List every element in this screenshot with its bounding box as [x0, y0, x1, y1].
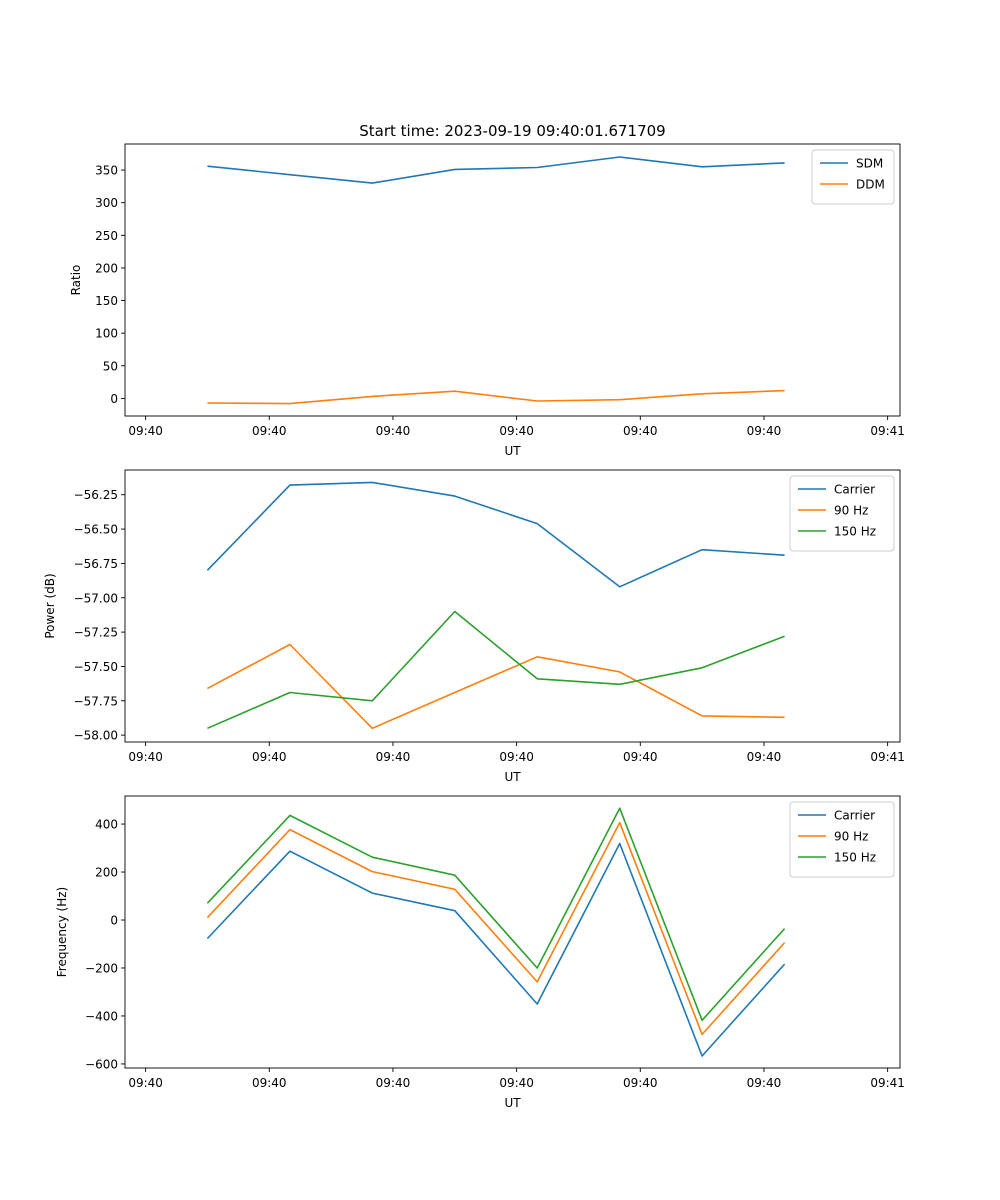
legend: SDM DDM: [811, 149, 895, 205]
y-tick-label: −56.75: [74, 557, 118, 571]
series-line-carrier: [206, 481, 785, 588]
legend-label: Carrier: [834, 483, 875, 497]
x-tick-label: 09:40: [376, 1076, 411, 1090]
y-tick-label: −200: [85, 961, 118, 975]
x-tick-label: 09:40: [747, 750, 782, 764]
y-tick-label: 150: [95, 294, 118, 308]
series-line-sdm: [207, 156, 785, 184]
y-tick-label: 400: [95, 818, 118, 832]
y-tick-label: 300: [95, 196, 118, 210]
y-tick-label: −56.25: [74, 488, 118, 502]
legend: Carrier 90 Hz 150 Hz: [789, 475, 895, 552]
y-tick-label: −58.00: [74, 729, 118, 743]
legend-label: Carrier: [834, 809, 875, 823]
series-line-ddm: [207, 389, 785, 405]
y-tick-label: 350: [95, 164, 118, 178]
series-line-150-hz: [206, 807, 786, 1022]
y-tick-label: 200: [95, 866, 118, 880]
x-tick-label: 09:40: [376, 750, 411, 764]
y-tick-label: −600: [85, 1057, 118, 1071]
x-tick-label: 09:40: [623, 1076, 658, 1090]
y-tick-label: −57.00: [74, 591, 118, 605]
legend-box: [789, 801, 895, 878]
x-tick-label: 09:41: [870, 750, 905, 764]
ratio-panel: 09:40 09:40 09:40 09:40 09:40 09:40 09:41 0 50 10…: [69, 143, 905, 458]
y-tick-label: 200: [95, 261, 118, 275]
x-tick-label: 09:40: [252, 750, 287, 764]
axes-frame: [124, 469, 901, 743]
x-axis-label: UT: [504, 444, 521, 458]
x-tick-label: 09:40: [252, 424, 287, 438]
series-line-carrier: [206, 842, 786, 1057]
legend: Carrier 90 Hz 150 Hz: [789, 801, 895, 878]
y-axis-label: Frequency (Hz): [55, 887, 69, 978]
legend-box: [789, 475, 895, 552]
x-tick-label: 09:40: [499, 424, 534, 438]
x-tick-label: 09:40: [623, 424, 658, 438]
y-tick-label: 100: [95, 327, 118, 341]
y-axis-label: Ratio: [69, 265, 83, 296]
x-tick-label: 09:41: [870, 424, 905, 438]
x-tick-label: 09:40: [252, 1076, 287, 1090]
x-tick-label: 09:41: [870, 1076, 905, 1090]
legend-label: DDM: [856, 178, 885, 192]
y-tick-label: −57.25: [74, 626, 118, 640]
legend-label: 150 Hz: [834, 851, 876, 865]
y-tick-label: 0: [110, 914, 118, 928]
legend-label: 90 Hz: [834, 830, 868, 844]
x-tick-label: 09:40: [623, 750, 658, 764]
axes-frame: [124, 795, 901, 1069]
legend-label: 150 Hz: [834, 525, 876, 539]
x-tick-label: 09:40: [128, 424, 163, 438]
x-tick-label: 09:40: [128, 750, 163, 764]
y-tick-label: −400: [85, 1009, 118, 1023]
axes-frame: [124, 143, 901, 417]
x-tick-label: 09:40: [747, 424, 782, 438]
y-tick-label: −57.75: [74, 694, 118, 708]
y-axis-label: Power (dB): [43, 573, 57, 638]
x-tick-label: 09:40: [128, 1076, 163, 1090]
series-line-90-hz: [206, 821, 786, 1036]
y-tick-label: −57.50: [74, 660, 118, 674]
series-line-150-hz: [207, 610, 785, 730]
y-tick-label: −56.50: [74, 523, 118, 537]
y-tick-label: 0: [110, 392, 118, 406]
x-tick-label: 09:40: [747, 1076, 782, 1090]
x-axis-label: UT: [504, 770, 521, 784]
x-axis-label: UT: [504, 1096, 521, 1110]
x-tick-label: 09:40: [499, 750, 534, 764]
legend-label: SDM: [856, 157, 883, 171]
legend-label: 90 Hz: [834, 504, 868, 518]
y-tick-label: 50: [103, 359, 118, 373]
x-tick-label: 09:40: [376, 424, 411, 438]
figure-title: Start time: 2023-09-19 09:40:01.671709: [359, 122, 665, 140]
series-line-90-hz: [207, 643, 785, 730]
y-tick-label: 250: [95, 229, 118, 243]
frequency-panel: 09:40 09:40 09:40 09:40 09:40 09:40 09:41 −600 −…: [55, 795, 905, 1110]
power-panel: 09:40 09:40 09:40 09:40 09:40 09:40 09:41 −58.0…: [43, 469, 905, 784]
x-tick-label: 09:40: [499, 1076, 534, 1090]
